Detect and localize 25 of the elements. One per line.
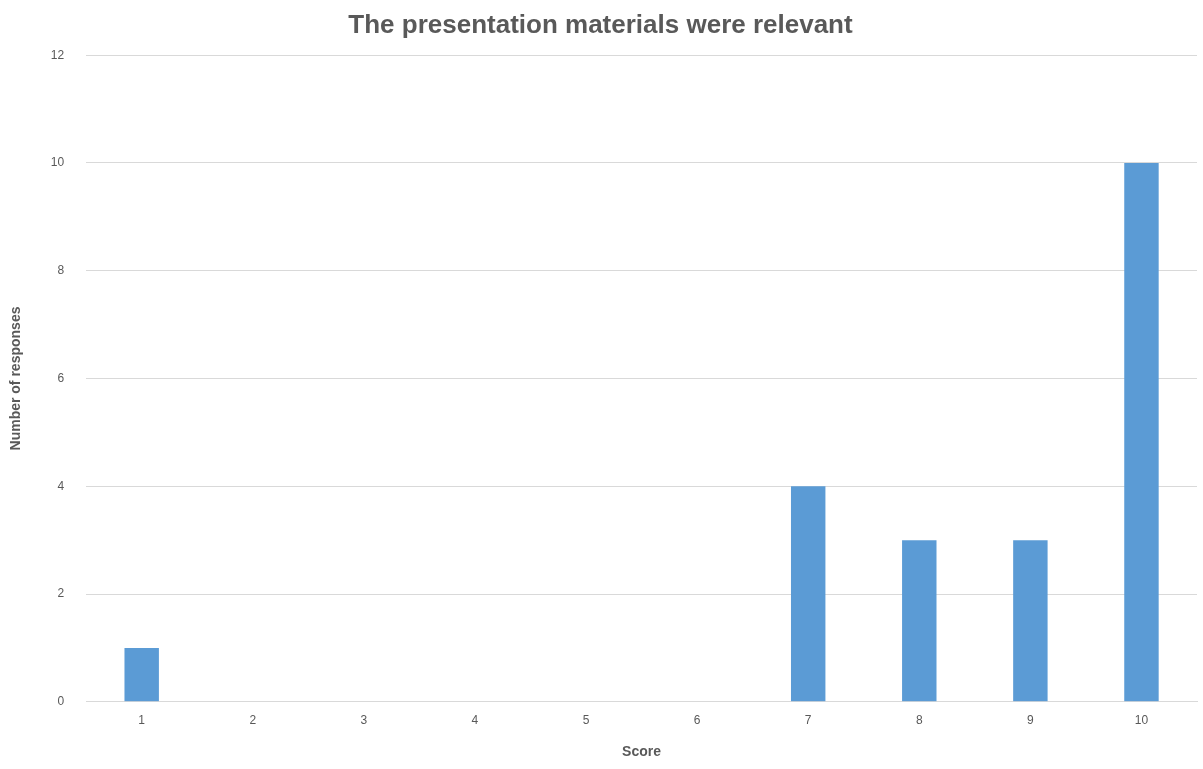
y-tick-label: 4 xyxy=(57,478,65,493)
x-tick-label: 9 xyxy=(1027,713,1035,728)
bar xyxy=(124,647,159,702)
y-tick-label: 2 xyxy=(57,586,65,601)
x-tick-label: 3 xyxy=(360,713,368,728)
x-tick-label: 8 xyxy=(915,713,923,728)
y-tick-label: 0 xyxy=(57,694,65,709)
x-tick-label: 6 xyxy=(693,713,701,728)
x-axis-title: Score xyxy=(622,743,662,760)
chart-title: The presentation materials were relevant xyxy=(348,8,853,39)
bar xyxy=(1124,162,1159,702)
y-tick-label: 12 xyxy=(50,47,65,62)
y-axis-title: Number of responses xyxy=(7,306,24,451)
x-tick-label: 10 xyxy=(1134,713,1149,728)
x-tick-label: 2 xyxy=(249,713,257,728)
bar xyxy=(790,486,826,702)
bar xyxy=(902,540,937,702)
x-tick-label: 4 xyxy=(471,713,479,728)
y-tick-label: 6 xyxy=(57,370,65,385)
x-tick-label: 5 xyxy=(582,713,590,728)
x-tick-label: 7 xyxy=(804,713,812,728)
y-tick-label: 8 xyxy=(57,263,65,278)
y-tick-label: 10 xyxy=(50,155,65,170)
x-tick-label: 1 xyxy=(138,713,146,728)
bar xyxy=(1013,540,1048,702)
